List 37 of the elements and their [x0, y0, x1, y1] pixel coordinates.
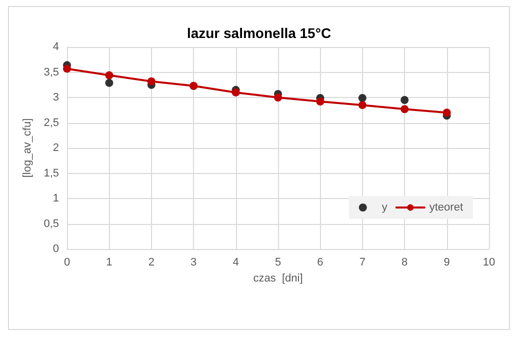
x-tick-label: 8: [402, 256, 408, 268]
x-tick-label: 9: [444, 256, 450, 268]
x-tick-label: 0: [64, 256, 70, 268]
point: [147, 77, 156, 86]
y-tick-label: 2,5: [44, 116, 59, 129]
chart-title: lazur salmonella 15°C: [186, 25, 332, 41]
y-axis-title: [log_av_cfu]: [21, 118, 34, 178]
x-tick-label: 3: [190, 256, 197, 268]
y-tick-label: 0: [52, 243, 59, 255]
point: [105, 71, 114, 80]
legend-label: yteoret: [429, 202, 464, 214]
point: [400, 96, 409, 104]
y-tick-label: 0,5: [44, 218, 59, 230]
y-tick-label: 3,5: [44, 66, 59, 78]
x-axis-title: czas [dni]: [253, 272, 303, 284]
x-tick-label: 5: [274, 256, 282, 268]
x-tick-label: 6: [317, 256, 324, 268]
x-tick-label: 7: [359, 256, 366, 268]
point: [442, 108, 451, 117]
point: [232, 88, 240, 96]
y-tick-label: 1,5: [44, 167, 59, 180]
point: [316, 98, 324, 106]
point: [400, 105, 409, 114]
y-tick-label: 2: [52, 142, 59, 154]
point: [358, 94, 366, 102]
point: [274, 94, 282, 102]
x-tick-label: 10: [482, 256, 496, 268]
point: [358, 101, 366, 110]
x-tick-label: 1: [106, 256, 112, 268]
point: [105, 78, 114, 87]
x-tick-label: 2: [148, 256, 154, 268]
point: [63, 64, 71, 73]
x-tick-label: 4: [232, 256, 239, 268]
y-tick-label: 3: [52, 92, 59, 104]
legend-label: y: [382, 202, 388, 214]
y-tick-label: 1: [52, 192, 59, 204]
y-tick-label: 4: [52, 41, 59, 53]
